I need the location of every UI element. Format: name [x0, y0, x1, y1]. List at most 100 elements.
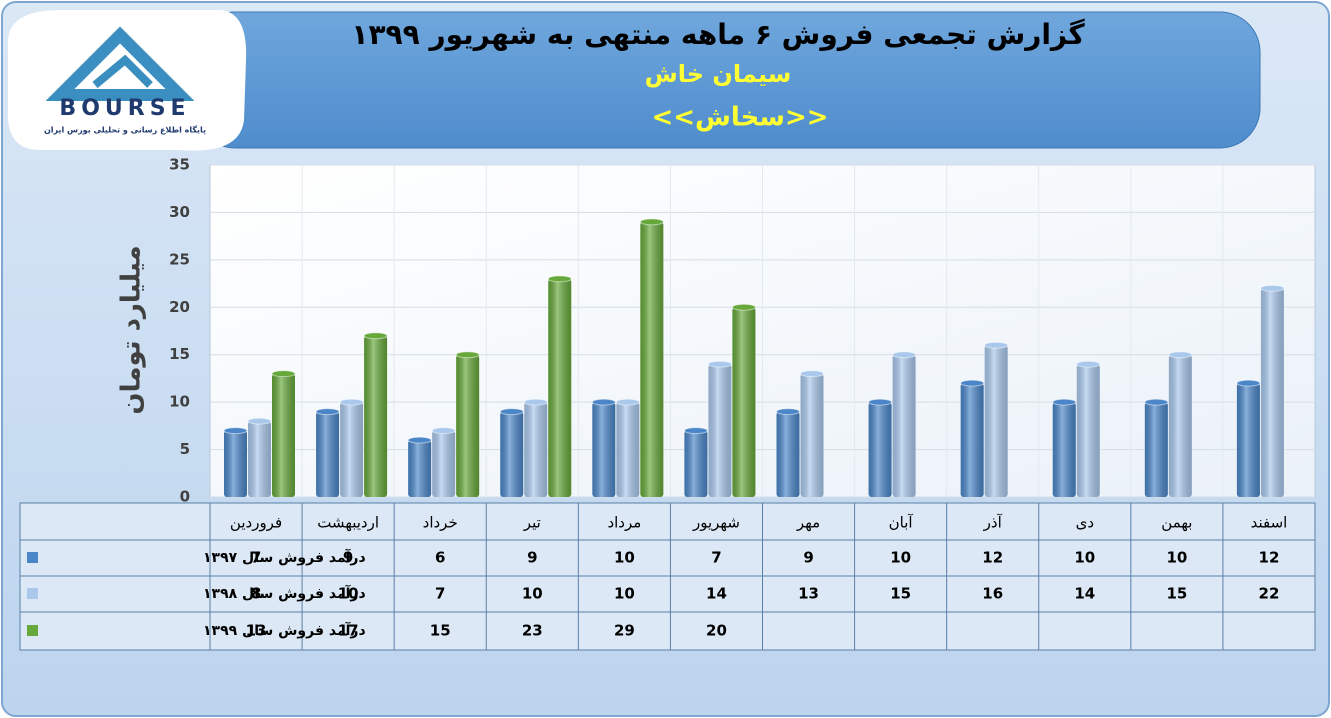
table-value: 9	[803, 549, 813, 567]
x-tick-label: بهمن	[1161, 514, 1192, 532]
bar-shine	[708, 364, 732, 497]
x-tick-label: آبان	[889, 514, 914, 532]
y-tick-label: 25	[169, 250, 190, 268]
table-value: 15	[890, 585, 911, 603]
bar-top	[407, 436, 432, 444]
table-value: 14	[706, 585, 727, 603]
bar-shine	[548, 278, 572, 497]
bar-shine	[272, 373, 295, 497]
bar-top	[523, 398, 548, 406]
x-tick-label: دی	[1076, 514, 1094, 532]
bar-shine	[1168, 354, 1192, 497]
bar-top	[247, 417, 272, 425]
legend-marker	[27, 552, 38, 563]
bar-shine	[224, 430, 247, 497]
bar-shine	[800, 373, 824, 497]
bar-top	[591, 398, 616, 406]
bar-shine	[732, 307, 756, 497]
table-value: 12	[1259, 549, 1280, 567]
legend-label: درآمد فروش سال ۱۳۹۸	[203, 584, 366, 602]
x-tick-label: اسفند	[1251, 514, 1288, 532]
table-value: 15	[430, 622, 451, 640]
table-value: 10	[1166, 549, 1187, 567]
x-tick-label: تیر	[523, 514, 541, 532]
bar-shine	[868, 402, 892, 497]
table-value: 10	[890, 549, 911, 567]
y-tick-label: 5	[180, 440, 190, 458]
bar-top	[1260, 284, 1285, 292]
table-value: 22	[1259, 585, 1280, 603]
bar-top	[1144, 398, 1169, 406]
table-value: 20	[706, 622, 727, 640]
bar-shine	[456, 354, 480, 497]
bar-top	[339, 398, 364, 406]
bar-top	[1168, 351, 1193, 359]
table-value: 17	[338, 622, 359, 640]
bar-top	[1236, 379, 1261, 387]
bar-shine	[316, 411, 340, 497]
x-tick-label: خرداد	[423, 514, 458, 532]
bar-shine	[684, 430, 708, 497]
bar-shine	[616, 402, 640, 497]
bar-shine	[1260, 288, 1284, 497]
legend-label: درآمد فروش سال ۱۳۹۷	[203, 548, 366, 566]
bar-shine	[984, 345, 1008, 497]
x-tick-label: مرداد	[607, 514, 641, 532]
table-value: 10	[1074, 549, 1095, 567]
legend-marker	[27, 588, 38, 599]
bar-top	[431, 427, 456, 435]
bar-shine	[892, 354, 916, 497]
bar-shine	[1144, 402, 1168, 497]
bar-top	[455, 351, 480, 359]
logo-caption: پایگاه اطلاع رسانی و تحلیلی بورس ایران	[44, 125, 206, 136]
bar-top	[223, 427, 248, 435]
y-tick-label: 20	[169, 298, 190, 316]
bar-top	[868, 398, 893, 406]
table-value: 29	[614, 622, 635, 640]
y-tick-label: 10	[169, 393, 190, 411]
table-value: 9	[343, 549, 353, 567]
table-value: 13	[798, 585, 819, 603]
logo-text: BOURSE	[59, 96, 190, 121]
bar-top	[960, 379, 985, 387]
x-tick-label: فروردین	[230, 514, 282, 532]
table-value: 23	[522, 622, 543, 640]
bar-top	[683, 427, 708, 435]
table-value: 14	[1074, 585, 1095, 603]
bar-shine	[592, 402, 616, 497]
bar-top	[892, 351, 917, 359]
table-value: 10	[614, 549, 635, 567]
table-value: 6	[435, 549, 445, 567]
table-value: 7	[711, 549, 721, 567]
x-tick-label: آذر	[983, 514, 1003, 532]
table-value: 9	[527, 549, 537, 567]
chart-subtitle: <<سخاش>>	[651, 103, 828, 133]
bar-shine	[960, 383, 984, 497]
table-value: 10	[338, 585, 359, 603]
y-tick-label: 15	[169, 345, 190, 363]
x-tick-label: شهریور	[692, 514, 740, 532]
chart-title: گزارش تجمعی فروش ۶ ماهه منتهی به شهریور …	[351, 18, 1085, 51]
y-tick-label: 35	[169, 156, 190, 174]
table-value: 7	[435, 585, 445, 603]
logo-shape	[45, 26, 195, 101]
logo-bg	[7, 10, 247, 151]
bar-shine	[1076, 364, 1100, 497]
logo-shape	[92, 54, 153, 89]
bar-shine	[500, 411, 524, 497]
table-value: 8	[251, 585, 261, 603]
bar-shine	[640, 221, 664, 497]
bar-shine	[340, 402, 364, 497]
bar-shine	[432, 430, 456, 497]
bar-top	[499, 408, 524, 416]
bar-top	[707, 360, 732, 368]
y-tick-label: 0	[180, 488, 190, 506]
bar-shine	[1236, 383, 1260, 497]
bar-top	[776, 408, 800, 416]
table-value: 7	[251, 549, 261, 567]
bar-shine	[524, 402, 548, 497]
bar-top	[363, 332, 388, 340]
x-tick-label: اردیبهشت	[317, 514, 379, 532]
bar-top	[1076, 360, 1101, 368]
